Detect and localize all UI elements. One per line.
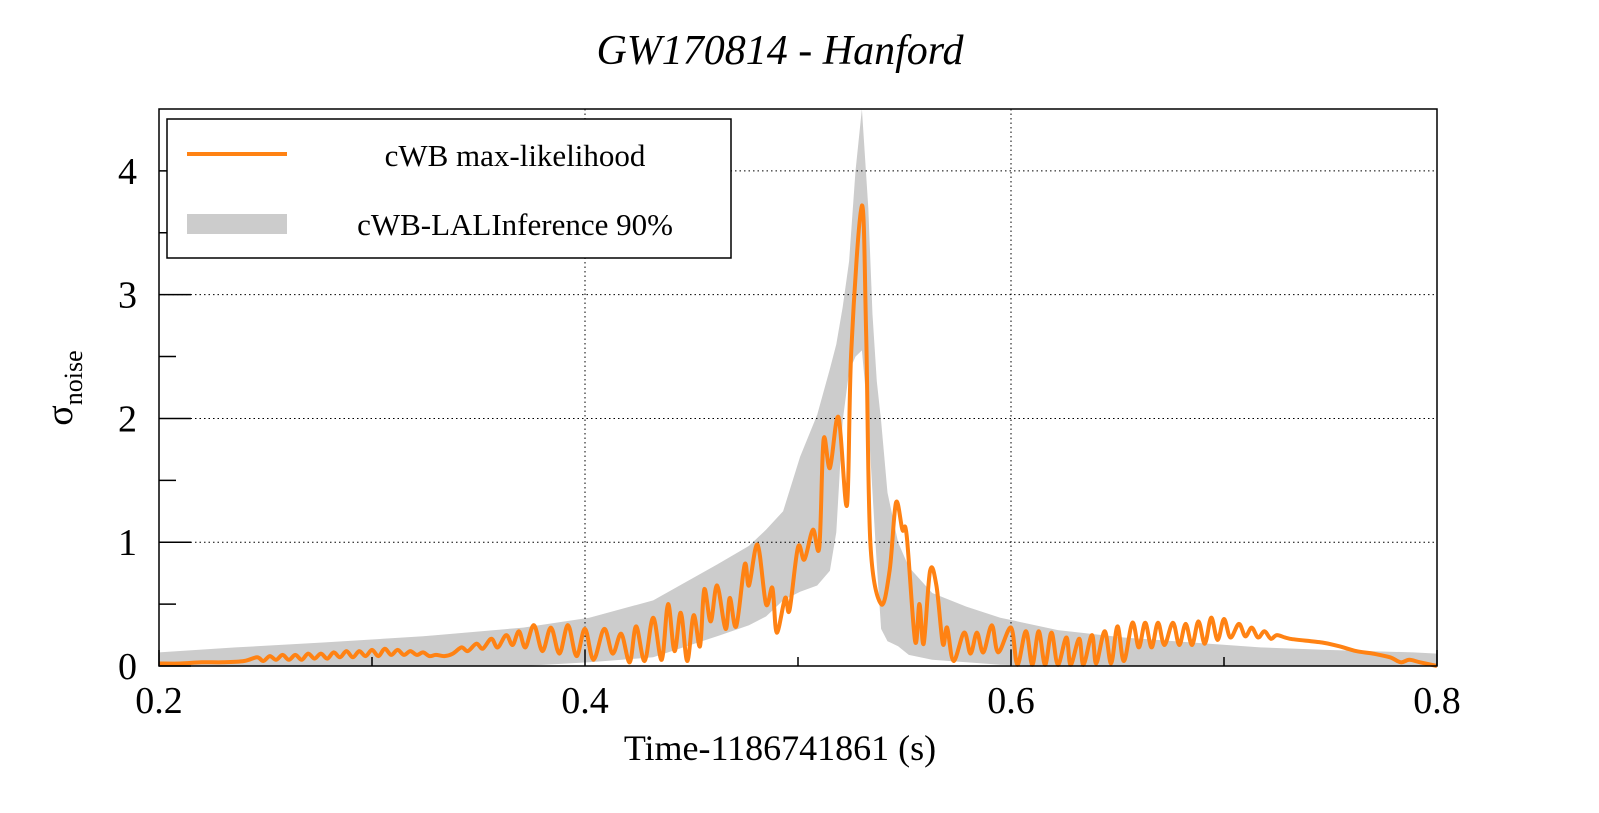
y-tick-label: 4 <box>118 151 137 193</box>
legend-label-max-likelihood: cWB max-likelihood <box>385 138 646 173</box>
legend-swatch-band <box>187 214 287 234</box>
y-tick-label: 2 <box>118 398 137 440</box>
x-tick-label: 0.4 <box>561 680 609 722</box>
legend-label-band: cWB-LALInference 90% <box>357 207 673 242</box>
tick-layer: 0 1 2 3 4 0.2 0.4 0.6 0.8 <box>118 151 1461 722</box>
line-layer <box>158 203 1438 668</box>
y-axis-label-subscript: noise <box>59 350 88 405</box>
chart-title: GW170814 - Hanford <box>596 28 964 74</box>
x-tick-label: 0.6 <box>987 680 1035 722</box>
y-tick-label: 3 <box>118 275 137 317</box>
legend-box <box>166 118 732 259</box>
y-tick-label: 0 <box>118 646 137 688</box>
legend: cWB max-likelihood cWB-LALInference 90% <box>166 118 732 259</box>
max-likelihood-line <box>158 203 1438 668</box>
x-tick-label: 0.8 <box>1413 680 1461 722</box>
x-axis-label: Time-1186741861 (s) <box>624 728 936 768</box>
y-tick-label: 1 <box>118 522 137 564</box>
y-axis-label: σnoise <box>39 350 88 425</box>
x-tick-label: 0.2 <box>135 680 183 722</box>
